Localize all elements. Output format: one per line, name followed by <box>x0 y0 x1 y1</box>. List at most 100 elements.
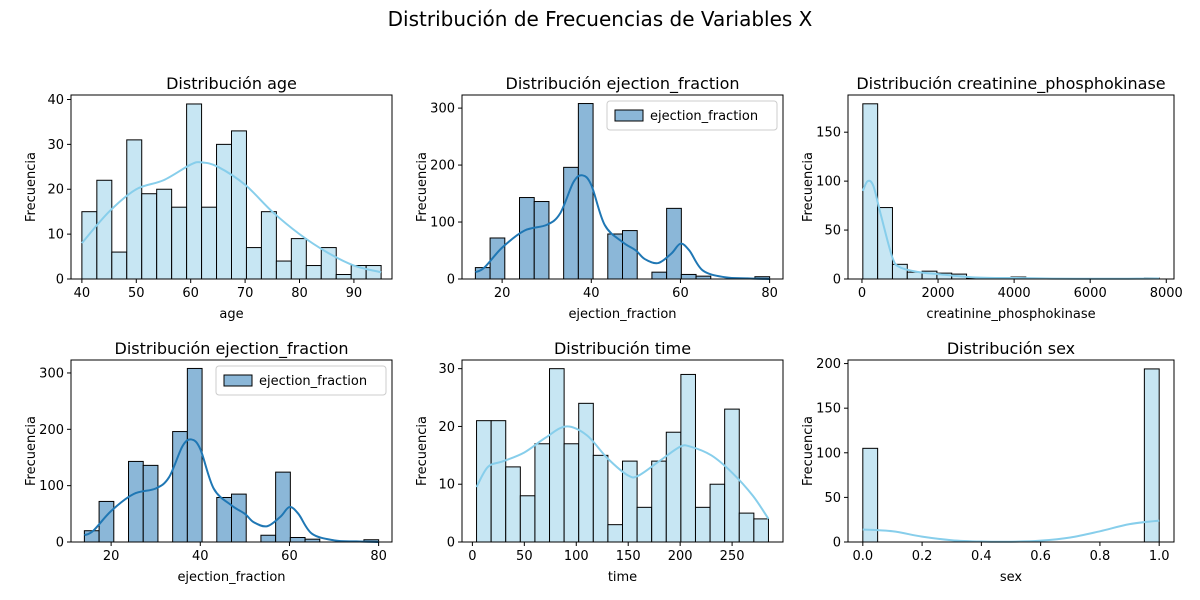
histogram-bar <box>651 271 668 280</box>
chart-panel-6: 0.0 0.2 0.4 0.6 0.8 1.0 0 50 100 150 200 Distribuci… <box>801 339 1175 585</box>
histogram-bar <box>738 512 755 543</box>
y-tick-label: 150 <box>816 126 841 141</box>
y-tick-label: 300 <box>39 366 64 381</box>
y-tick-label: 100 <box>39 479 64 494</box>
x-tick-label: 80 <box>761 286 778 301</box>
histogram-bar <box>533 201 550 280</box>
histogram-bar <box>862 447 879 543</box>
y-tick-label: 0 <box>56 273 64 288</box>
histogram-bar <box>335 274 352 280</box>
kde-curve <box>474 174 770 280</box>
y-tick-label: 200 <box>39 423 64 438</box>
y-tick-label: 50 <box>824 491 841 506</box>
y-tick-label: 10 <box>47 228 64 243</box>
x-tick-label: 150 <box>616 549 641 564</box>
y-tick-label: 0 <box>447 273 455 288</box>
kde-curve <box>83 438 379 543</box>
histogram-bar <box>126 139 143 280</box>
histogram-bar <box>186 103 203 280</box>
histogram-bar <box>490 420 507 543</box>
x-axis-label: sex <box>1000 570 1023 585</box>
x-tick-label: 40 <box>583 286 600 301</box>
histogram-bar <box>636 506 653 543</box>
histogram-bar <box>171 206 188 280</box>
histogram-bar <box>231 493 247 543</box>
histogram-bar <box>724 408 740 543</box>
histogram-bar <box>260 211 277 280</box>
x-tick-label: 40 <box>192 549 209 564</box>
x-tick-label: 6000 <box>1074 286 1107 301</box>
histogram-bar <box>563 443 580 543</box>
x-tick-label: 0 <box>468 549 476 564</box>
y-tick-label: 100 <box>430 216 455 231</box>
histogram-bar <box>505 466 521 543</box>
y-tick-label: 30 <box>438 362 455 377</box>
histogram-bar <box>201 206 218 280</box>
histogram-bar <box>680 273 697 280</box>
y-tick-label: 10 <box>438 478 455 493</box>
chart-title: Distribución creatinine_phosphokinase <box>856 74 1165 94</box>
x-tick-label: 2000 <box>921 286 954 301</box>
kde-curve <box>862 519 1160 543</box>
x-tick-label: 80 <box>291 286 308 301</box>
chart-panel-2: 20 40 60 80 0 100 200 300 Distribución ejection_… <box>415 74 784 322</box>
histogram-bar <box>156 188 173 280</box>
x-tick-label: 50 <box>128 286 145 301</box>
axes-frame <box>70 94 393 280</box>
figure-title: Distribución de Frecuencias de Variables… <box>387 7 813 31</box>
histogram-bar <box>81 211 98 280</box>
histogram-bar <box>665 431 682 543</box>
histogram-bar <box>245 247 262 280</box>
histogram-bar <box>534 443 551 543</box>
chart-panel-3: 0 2000 4000 6000 8000 0 50 100 150 Distribución c… <box>801 74 1183 322</box>
y-tick-label: 0 <box>833 273 841 288</box>
histogram-bar <box>290 238 307 280</box>
axes-frame <box>461 94 784 280</box>
x-tick-label: 0 <box>858 286 866 301</box>
x-axis-label: ejection_fraction <box>177 570 285 585</box>
legend-swatch <box>223 374 253 387</box>
axes-frame <box>847 94 1175 280</box>
y-tick-label: 0 <box>56 536 64 551</box>
histogram-bar <box>128 460 144 543</box>
legend-swatch <box>614 109 644 122</box>
x-tick-label: 4000 <box>998 286 1031 301</box>
histogram-bar <box>96 179 113 280</box>
x-axis-label: creatinine_phosphokinase <box>926 307 1095 322</box>
kde-curve <box>81 161 382 274</box>
x-tick-label: 100 <box>564 549 589 564</box>
y-tick-label: 300 <box>430 102 455 117</box>
x-tick-label: 0.0 <box>852 549 873 564</box>
histogram-bar <box>694 506 711 543</box>
histogram-bar <box>578 402 594 543</box>
histogram-bar <box>709 483 726 543</box>
histogram-bar <box>305 265 322 280</box>
y-tick-label: 100 <box>816 175 841 190</box>
x-tick-label: 200 <box>668 549 693 564</box>
x-axis-label: ejection_fraction <box>568 307 676 322</box>
y-axis-label: Frecuencia <box>24 152 39 222</box>
axes-frame <box>461 359 784 543</box>
y-tick-label: 200 <box>430 159 455 174</box>
x-tick-label: 60 <box>182 286 199 301</box>
y-axis-label: Frecuencia <box>415 416 430 486</box>
y-axis-label: Frecuencia <box>24 416 39 486</box>
x-tick-label: 90 <box>346 286 363 301</box>
x-tick-label: 70 <box>237 286 254 301</box>
histogram-bar <box>607 524 623 543</box>
chart-panel-4: 20 40 60 80 0 100 200 300 Distribución ejection_… <box>24 339 393 585</box>
y-tick-label: 0 <box>833 536 841 551</box>
x-tick-label: 80 <box>370 549 387 564</box>
legend: ejection_fraction <box>606 100 778 131</box>
y-tick-label: 200 <box>816 357 841 372</box>
histogram-bar <box>519 495 536 543</box>
histogram-bar <box>216 143 232 280</box>
histogram-bar <box>651 460 667 543</box>
legend-label: ejection_fraction <box>259 374 367 389</box>
y-axis-label: Frecuencia <box>801 152 816 222</box>
y-axis-label: Frecuencia <box>801 416 816 486</box>
x-axis-label: time <box>608 570 637 585</box>
histogram-bar <box>680 373 696 543</box>
chart-title: Distribución ejection_fraction <box>115 339 349 359</box>
histogram-bar <box>275 260 292 280</box>
